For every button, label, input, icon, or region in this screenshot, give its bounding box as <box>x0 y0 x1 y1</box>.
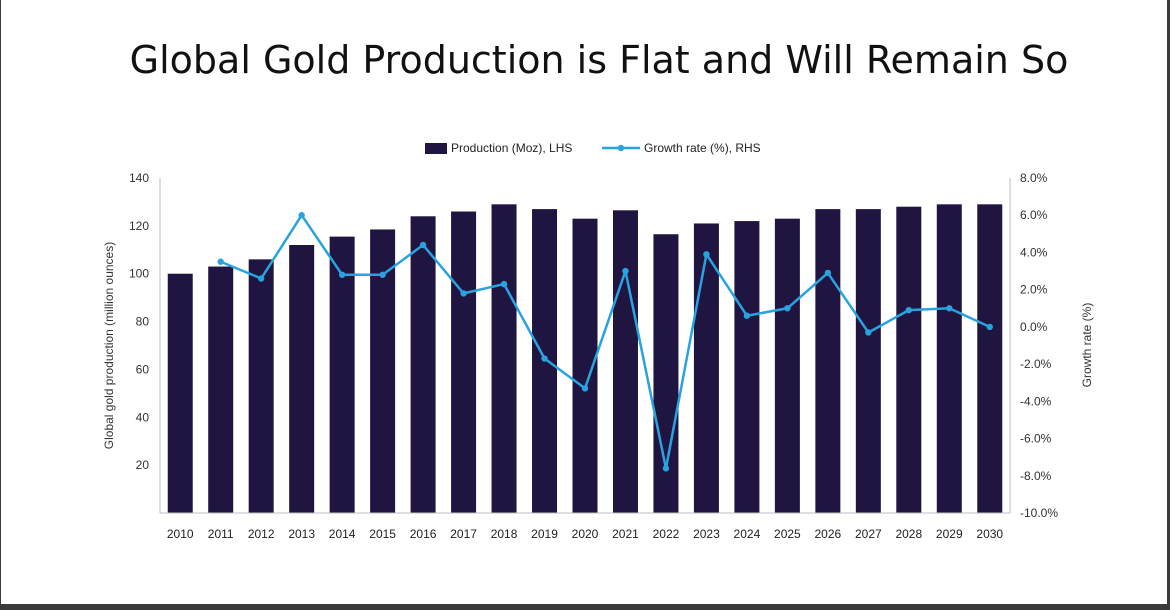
x-tick-label: 2022 <box>653 527 680 541</box>
left-tick-label: 100 <box>129 267 149 281</box>
bar <box>734 221 760 514</box>
right-tick-label: -8.0% <box>1020 469 1052 483</box>
left-tick-label: 140 <box>129 171 149 185</box>
x-tick-label: 2014 <box>329 527 356 541</box>
line-point <box>298 212 305 219</box>
bar <box>451 211 477 513</box>
bar <box>329 236 355 513</box>
left-axis-label: Global gold production (million ounces) <box>102 242 116 449</box>
line-point <box>865 329 872 336</box>
line-point <box>338 271 346 278</box>
right-tick-label: 0.0% <box>1020 320 1048 334</box>
right-tick-label: 2.0% <box>1020 283 1048 297</box>
bar <box>289 245 315 513</box>
x-tick-label: 2026 <box>815 527 842 541</box>
x-tick-label: 2010 <box>167 527 194 541</box>
x-tick-label: 2013 <box>288 527 315 541</box>
line-point <box>419 241 427 249</box>
line-point <box>784 305 791 312</box>
left-tick-label: 40 <box>136 410 150 424</box>
left-tick-label: 60 <box>136 362 150 376</box>
x-tick-label: 2016 <box>410 527 437 541</box>
left-tick-label: 80 <box>136 315 150 329</box>
bar <box>491 204 517 514</box>
x-tick-label: 2019 <box>531 527 558 541</box>
line-point <box>257 275 265 282</box>
x-tick-label: 2015 <box>369 527 396 541</box>
bar <box>977 204 1003 514</box>
right-tick-label: 4.0% <box>1020 245 1048 259</box>
line-point <box>662 465 670 472</box>
bar-series <box>167 204 1003 514</box>
legend-line-marker <box>617 144 625 152</box>
line-point <box>824 269 832 277</box>
right-axis: 8.0% 6.0% 4.0% 2.0% 0.0% -2.0% -4.0% -6.0% -8.0%… <box>1009 171 1094 520</box>
right-tick-label: -6.0% <box>1020 432 1052 446</box>
bar <box>410 216 436 514</box>
x-tick-label: 2021 <box>612 527 639 541</box>
right-tick-label: 6.0% <box>1020 208 1048 222</box>
x-tick-label: 2025 <box>774 527 801 541</box>
right-tick-label: -10.0% <box>1020 506 1058 520</box>
x-tick-label: 2020 <box>572 527 599 541</box>
legend: Production (Moz), LHS Growth rate (%), RH… <box>425 141 761 155</box>
bar <box>815 209 841 513</box>
bar <box>936 204 962 514</box>
right-tick-label: -4.0% <box>1020 394 1052 408</box>
legend-line-label: Growth rate (%), RHS <box>644 141 761 155</box>
legend-bar-label: Production (Moz), LHS <box>451 141 572 155</box>
bar <box>208 266 234 513</box>
line-series <box>217 212 993 472</box>
right-tick-label: -2.0% <box>1020 357 1052 371</box>
x-tick-label: 2012 <box>248 527 275 541</box>
right-axis-label: Growth rate (%) <box>1080 303 1094 388</box>
right-tick-label: 8.0% <box>1020 171 1048 185</box>
line-point <box>622 267 629 275</box>
line-point <box>703 251 710 258</box>
line-point <box>460 290 467 297</box>
line-point <box>581 385 589 392</box>
page-title: Global Gold Production is Flat and Will … <box>129 38 1069 82</box>
bar <box>774 218 800 513</box>
x-axis: 2010 2011 2012 2013 2014 2015 2016 2017 2018 2019… <box>160 512 1010 541</box>
line-point <box>905 306 913 314</box>
x-tick-label: 2024 <box>734 527 761 541</box>
line-point <box>541 355 548 362</box>
x-tick-label: 2018 <box>491 527 518 541</box>
line-point <box>217 258 224 265</box>
x-tick-label: 2030 <box>976 527 1003 541</box>
bar <box>612 210 638 513</box>
bar <box>248 259 274 513</box>
x-tick-label: 2029 <box>936 527 963 541</box>
left-tick-label: 20 <box>136 458 150 472</box>
bar <box>693 223 719 513</box>
line-point <box>379 271 386 278</box>
line-point <box>500 280 508 288</box>
line-point <box>743 312 751 319</box>
x-tick-label: 2028 <box>895 527 922 541</box>
bar <box>896 206 922 513</box>
x-tick-label: 2027 <box>855 527 882 541</box>
x-tick-label: 2011 <box>208 527 234 541</box>
bar <box>167 273 193 513</box>
line-point <box>986 323 993 331</box>
legend-bar-swatch <box>425 143 447 154</box>
bar <box>855 209 881 513</box>
x-tick-label: 2017 <box>450 527 477 541</box>
line-point <box>946 305 953 312</box>
left-tick-label: 120 <box>129 219 149 233</box>
left-axis: 20 40 60 80 100 120 140 Global gold production … <box>102 171 161 513</box>
x-tick-label: 2023 <box>693 527 720 541</box>
growth-line <box>220 213 991 470</box>
